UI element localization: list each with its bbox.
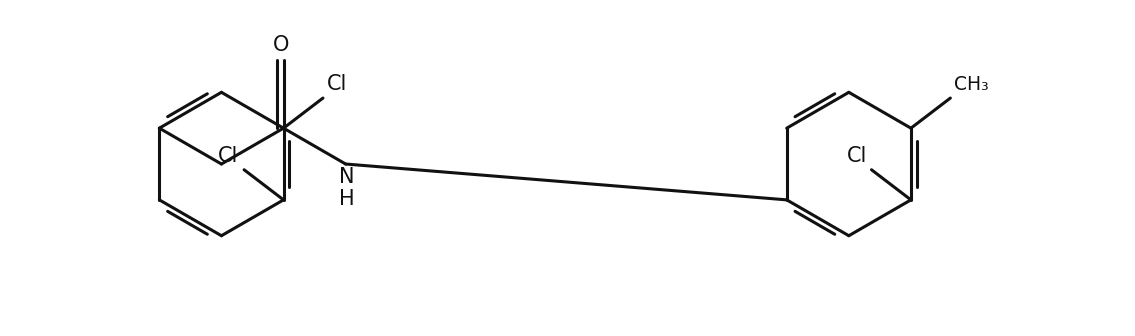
Text: Cl: Cl <box>327 74 347 94</box>
Text: CH₃: CH₃ <box>955 75 989 94</box>
Text: Cl: Cl <box>847 146 867 166</box>
Text: H: H <box>339 189 354 209</box>
Text: O: O <box>272 35 288 55</box>
Text: Cl: Cl <box>218 146 238 166</box>
Text: N: N <box>339 167 354 187</box>
